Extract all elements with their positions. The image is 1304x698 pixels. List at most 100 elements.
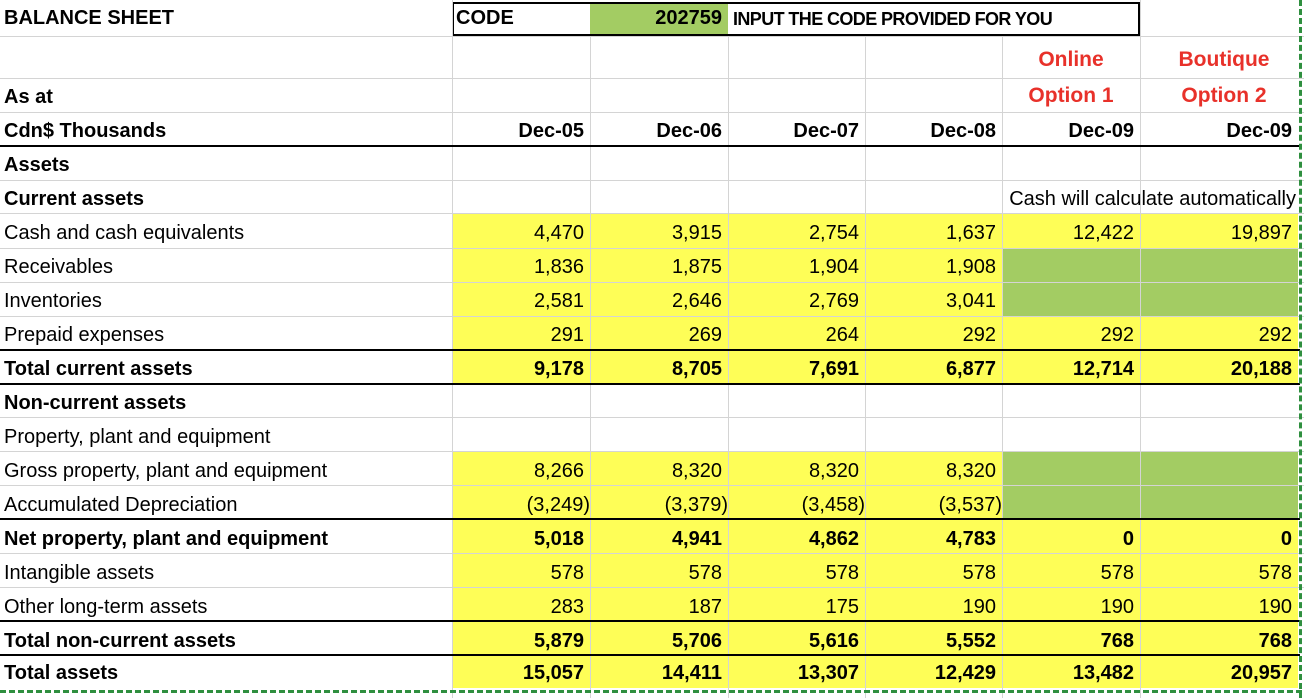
cell-tca-dec09-opt2[interactable]: 20,188: [1230, 358, 1292, 380]
cell-cash-dec05[interactable]: 4,470: [533, 222, 584, 244]
row-label-total-non-current: Total non-current assets: [4, 630, 236, 652]
cell-inventories-dec06[interactable]: 2,646: [671, 290, 722, 312]
cell-tca-dec07[interactable]: 7,691: [808, 358, 859, 380]
section-current-assets: Current assets: [4, 188, 145, 210]
cell-intangible-dec09-opt2[interactable]: 578: [1258, 562, 1292, 584]
cell-ad-dec07[interactable]: (3,458): [801, 494, 865, 516]
cell-nppe-dec08[interactable]: 4,783: [945, 528, 996, 550]
column-header-dec07: Dec-07: [793, 120, 859, 142]
column-header-dec09-option2: Dec-09: [1226, 120, 1292, 142]
cell-tca-dec08[interactable]: 6,877: [945, 358, 996, 380]
row-label-total-assets: Total assets: [4, 662, 119, 684]
cell-gppe-dec06[interactable]: 8,320: [671, 460, 722, 482]
cell-olta-dec06[interactable]: 187: [688, 596, 722, 618]
code-value-cell-fill: [590, 4, 728, 34]
cell-cash-dec09-opt2[interactable]: 19,897: [1230, 222, 1292, 244]
cell-ad-dec05[interactable]: (3,249): [526, 494, 590, 516]
section-non-current-assets: Non-current assets: [4, 392, 187, 414]
cell-tnca-dec05[interactable]: 5,879: [533, 630, 584, 652]
cell-cash-dec09-opt1[interactable]: 12,422: [1072, 222, 1134, 244]
cell-olta-dec05[interactable]: 283: [550, 596, 584, 618]
cell-inventories-dec05[interactable]: 2,581: [533, 290, 584, 312]
cell-gppe-dec08[interactable]: 8,320: [945, 460, 996, 482]
cell-olta-dec07[interactable]: 175: [825, 596, 859, 618]
cell-receivables-dec05[interactable]: 1,836: [533, 256, 584, 278]
cell-ta-dec05[interactable]: 15,057: [522, 662, 584, 684]
cell-inventories-dec07[interactable]: 2,769: [808, 290, 859, 312]
option2-label-line2: Option 2: [1181, 84, 1267, 107]
cell-tca-dec05[interactable]: 9,178: [533, 358, 584, 380]
cell-prepaid-dec08[interactable]: 292: [962, 324, 996, 346]
cell-prepaid-dec09-opt2[interactable]: 292: [1258, 324, 1292, 346]
row-label-net-ppe: Net property, plant and equipment: [4, 528, 329, 550]
cell-nppe-dec07[interactable]: 4,862: [808, 528, 859, 550]
cell-gppe-dec07[interactable]: 8,320: [808, 460, 859, 482]
cell-ad-dec08[interactable]: (3,537): [938, 494, 1002, 516]
cell-nppe-dec09-opt2[interactable]: 0: [1280, 528, 1292, 550]
cell-tnca-dec08[interactable]: 5,552: [945, 630, 996, 652]
cell-intangible-dec09-opt1[interactable]: 578: [1100, 562, 1134, 584]
option1-label-line2: Option 1: [1028, 84, 1114, 107]
cell-inventories-dec08[interactable]: 3,041: [945, 290, 996, 312]
sheet-title: BALANCE SHEET: [4, 7, 175, 29]
cell-nppe-dec09-opt1[interactable]: 0: [1122, 528, 1134, 550]
section-assets: Assets: [4, 154, 70, 176]
column-header-dec08: Dec-08: [930, 120, 996, 142]
column-header-dec05: Dec-05: [518, 120, 584, 142]
row-label-prepaid: Prepaid expenses: [4, 324, 165, 346]
as-at-label: As at: [4, 86, 53, 108]
cell-tnca-dec07[interactable]: 5,616: [808, 630, 859, 652]
cash-note: Cash will calculate automatically: [1009, 188, 1296, 210]
units-label: Cdn$ Thousands: [4, 120, 167, 142]
cell-olta-dec09-opt1[interactable]: 190: [1100, 596, 1134, 618]
cell-cash-dec06[interactable]: 3,915: [671, 222, 722, 244]
cell-intangible-dec05[interactable]: 578: [550, 562, 584, 584]
selection-border-bottom: [0, 690, 1302, 693]
cell-olta-dec09-opt2[interactable]: 190: [1258, 596, 1292, 618]
cell-intangible-dec06[interactable]: 578: [688, 562, 722, 584]
code-value[interactable]: 202759: [655, 7, 722, 29]
cell-nppe-dec05[interactable]: 5,018: [533, 528, 584, 550]
cell-ta-dec08[interactable]: 12,429: [934, 662, 996, 684]
yellow-input-area-forecast-3: [1002, 519, 1298, 688]
cell-intangible-dec08[interactable]: 578: [962, 562, 996, 584]
row-label-gross-ppe: Gross property, plant and equipment: [4, 460, 328, 482]
cell-tca-dec06[interactable]: 8,705: [671, 358, 722, 380]
row-label-accum-depreciation: Accumulated Depreciation: [4, 494, 238, 516]
cell-tnca-dec06[interactable]: 5,706: [671, 630, 722, 652]
row-label-other-long-term: Other long-term assets: [4, 596, 208, 618]
cell-tnca-dec09-opt1[interactable]: 768: [1100, 630, 1134, 652]
yellow-input-area-historic: [452, 213, 1002, 383]
cell-nppe-dec06[interactable]: 4,941: [671, 528, 722, 550]
code-label: CODE: [456, 7, 514, 29]
cell-ta-dec09-opt1[interactable]: 13,482: [1072, 662, 1134, 684]
cell-ta-dec09-opt2[interactable]: 20,957: [1230, 662, 1292, 684]
code-instruction: INPUT THE CODE PROVIDED FOR YOU: [733, 9, 1053, 29]
cell-olta-dec08[interactable]: 190: [962, 596, 996, 618]
section-ppe: Property, plant and equipment: [4, 426, 271, 448]
cell-receivables-dec06[interactable]: 1,875: [671, 256, 722, 278]
cell-cash-dec08[interactable]: 1,637: [945, 222, 996, 244]
cell-receivables-dec08[interactable]: 1,908: [945, 256, 996, 278]
cell-ad-dec06[interactable]: (3,379): [664, 494, 728, 516]
cell-intangible-dec07[interactable]: 578: [825, 562, 859, 584]
cell-tca-dec09-opt1[interactable]: 12,714: [1072, 358, 1134, 380]
cell-prepaid-dec05[interactable]: 291: [550, 324, 584, 346]
cell-gppe-dec05[interactable]: 8,266: [533, 460, 584, 482]
cell-receivables-dec07[interactable]: 1,904: [808, 256, 859, 278]
option2-label-line1: Boutique: [1178, 48, 1270, 71]
column-header-dec06: Dec-06: [656, 120, 722, 142]
cell-ta-dec07[interactable]: 13,307: [797, 662, 859, 684]
cell-ta-dec06[interactable]: 14,411: [661, 662, 722, 684]
option1-label-line1: Online: [1038, 48, 1104, 71]
cell-cash-dec07[interactable]: 2,754: [808, 222, 859, 244]
cell-tnca-dec09-opt2[interactable]: 768: [1258, 630, 1292, 652]
cell-prepaid-dec07[interactable]: 264: [825, 324, 859, 346]
row-label-total-current-assets: Total current assets: [4, 358, 193, 380]
cell-prepaid-dec09-opt1[interactable]: 292: [1100, 324, 1134, 346]
row-label-cash: Cash and cash equivalents: [4, 222, 245, 244]
cell-prepaid-dec06[interactable]: 269: [688, 324, 722, 346]
code-input-box[interactable]: [452, 2, 1140, 36]
row-label-intangible: Intangible assets: [4, 562, 155, 584]
